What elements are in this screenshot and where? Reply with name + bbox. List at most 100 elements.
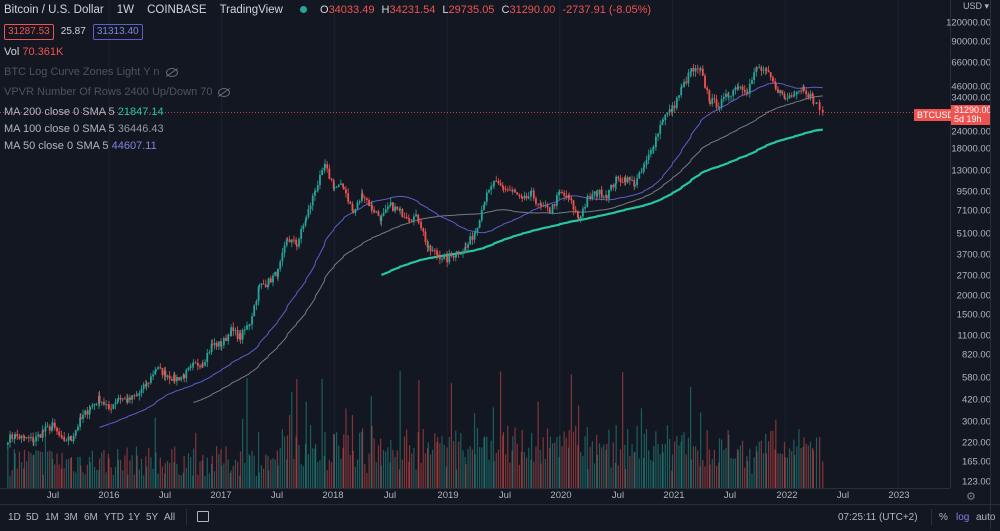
open-value: 34033.49 — [328, 4, 375, 16]
range-ytd[interactable]: YTD — [104, 512, 124, 523]
volume-bar — [208, 473, 211, 488]
candle-body — [614, 183, 617, 188]
volume-bar — [586, 427, 588, 488]
range-6m[interactable]: 6M — [84, 512, 98, 523]
volume-bar — [295, 436, 297, 488]
log-toggle[interactable]: log — [956, 512, 970, 523]
candle-body — [587, 196, 589, 198]
volume-bar — [23, 449, 26, 488]
settings-gear-icon[interactable]: ⚙ — [966, 491, 976, 503]
volume-bar — [296, 379, 298, 488]
interval[interactable]: 1W — [116, 4, 135, 16]
volume-bar — [89, 462, 91, 488]
range-all[interactable]: All — [164, 512, 176, 523]
clock[interactable]: 07:25:11 (UTC+2) — [838, 512, 918, 523]
volume-bar — [211, 455, 213, 488]
candle-body — [100, 401, 103, 403]
candle-body — [619, 178, 622, 183]
candle-body — [638, 172, 641, 179]
time-axis[interactable]: Jul 2016 Jul 2017 Jul 2018 Jul 2019 Jul 2020 Jul 20… — [0, 488, 950, 503]
indicator-log-curve[interactable]: BTC Log Curve Zones Light Y n — [4, 64, 655, 80]
range-1m[interactable]: 1M — [45, 512, 59, 523]
indicator-ma50[interactable]: MA 50 close 0 SMA 5 44607.11 — [4, 138, 655, 154]
candle-body — [751, 80, 753, 84]
volume-bar — [514, 427, 516, 488]
candle-body — [389, 202, 392, 206]
volume-bar — [361, 431, 363, 488]
volume-bar — [272, 458, 274, 488]
indicator-vol[interactable]: Vol 70.361K — [4, 44, 655, 60]
price-tick: 2700.00 — [956, 270, 991, 282]
price-tick: 7100.00 — [956, 205, 991, 217]
volume-bar — [257, 432, 260, 488]
range-1d[interactable]: 1D — [8, 512, 21, 523]
volume-bar — [587, 469, 589, 488]
candle-body — [105, 404, 108, 406]
candle-body — [725, 93, 727, 98]
volume-bar — [283, 436, 286, 488]
candle-body — [800, 90, 802, 92]
open-label: O — [320, 4, 329, 16]
volume-bar — [380, 438, 382, 488]
range-1y[interactable]: 1Y — [128, 512, 141, 523]
volume-bar — [784, 457, 786, 488]
range-5d[interactable]: 5D — [26, 512, 39, 523]
range-5y[interactable]: 5Y — [146, 512, 159, 523]
candle-body — [349, 201, 352, 204]
goto-date-icon[interactable] — [197, 511, 209, 522]
candle-body — [213, 343, 216, 345]
candle-body — [535, 198, 537, 204]
candle-body — [279, 261, 282, 269]
buy-button[interactable]: 31313.40 — [92, 24, 143, 40]
ma-200-line — [381, 128, 823, 276]
volume-bar — [317, 461, 319, 488]
candle-body — [459, 253, 462, 255]
volume-bar — [174, 446, 176, 488]
indicator-vpvr[interactable]: VPVR Number Of Rows 2400 Up/Down 70 — [4, 84, 655, 100]
candle-body — [173, 374, 176, 382]
candle-body — [586, 197, 589, 207]
volume-bar — [319, 460, 321, 488]
candle-body — [281, 252, 284, 262]
indicator-ma100[interactable]: MA 100 close 0 SMA 5 36446.43 — [4, 121, 655, 137]
currency-select[interactable]: USD ▾ — [962, 1, 989, 11]
auto-toggle[interactable]: auto — [976, 512, 996, 523]
candle-body — [525, 195, 528, 199]
hidden-eye-icon[interactable] — [165, 67, 178, 77]
candle-body — [295, 244, 298, 247]
volume-bar — [603, 444, 605, 488]
candle-body — [551, 204, 554, 213]
volume-bar — [803, 437, 805, 488]
volume-bar — [460, 433, 462, 488]
candle-body — [27, 437, 30, 439]
candle-body — [70, 439, 73, 442]
hidden-eye-icon[interactable] — [218, 87, 231, 97]
volume-bar — [88, 456, 91, 488]
volume-bar — [762, 453, 765, 488]
candle-body — [302, 225, 305, 229]
range-3m[interactable]: 3M — [64, 512, 78, 523]
candle-body — [706, 87, 709, 91]
symbol-title[interactable]: Bitcoin / U.S. Dollar — [4, 4, 104, 16]
sell-button[interactable]: 31287.53 — [4, 24, 54, 40]
volume-bar — [783, 442, 786, 488]
volume-bar — [469, 446, 471, 488]
indicator-ma200[interactable]: MA 200 close 0 SMA 5 21847.14 — [4, 104, 655, 120]
volume-bar — [563, 431, 565, 488]
volume-bar — [220, 449, 222, 488]
volume-bar — [338, 445, 340, 488]
price-axis[interactable]: USD ▾ 120000.00 90000.00 66000.00 46000.00 3… — [946, 0, 991, 488]
volume-bar — [157, 473, 159, 488]
volume-bar — [390, 439, 392, 488]
candle-body — [110, 408, 113, 410]
candle-body — [384, 209, 387, 213]
volume-bar — [495, 453, 497, 488]
candle-body — [426, 242, 429, 248]
volume-bar — [619, 449, 622, 488]
candle-body — [117, 397, 120, 400]
candle-body — [191, 363, 194, 366]
volume-bar — [549, 436, 552, 488]
percent-toggle[interactable]: % — [939, 512, 948, 523]
volume-bar — [239, 475, 241, 488]
price-chart[interactable] — [0, 0, 950, 488]
